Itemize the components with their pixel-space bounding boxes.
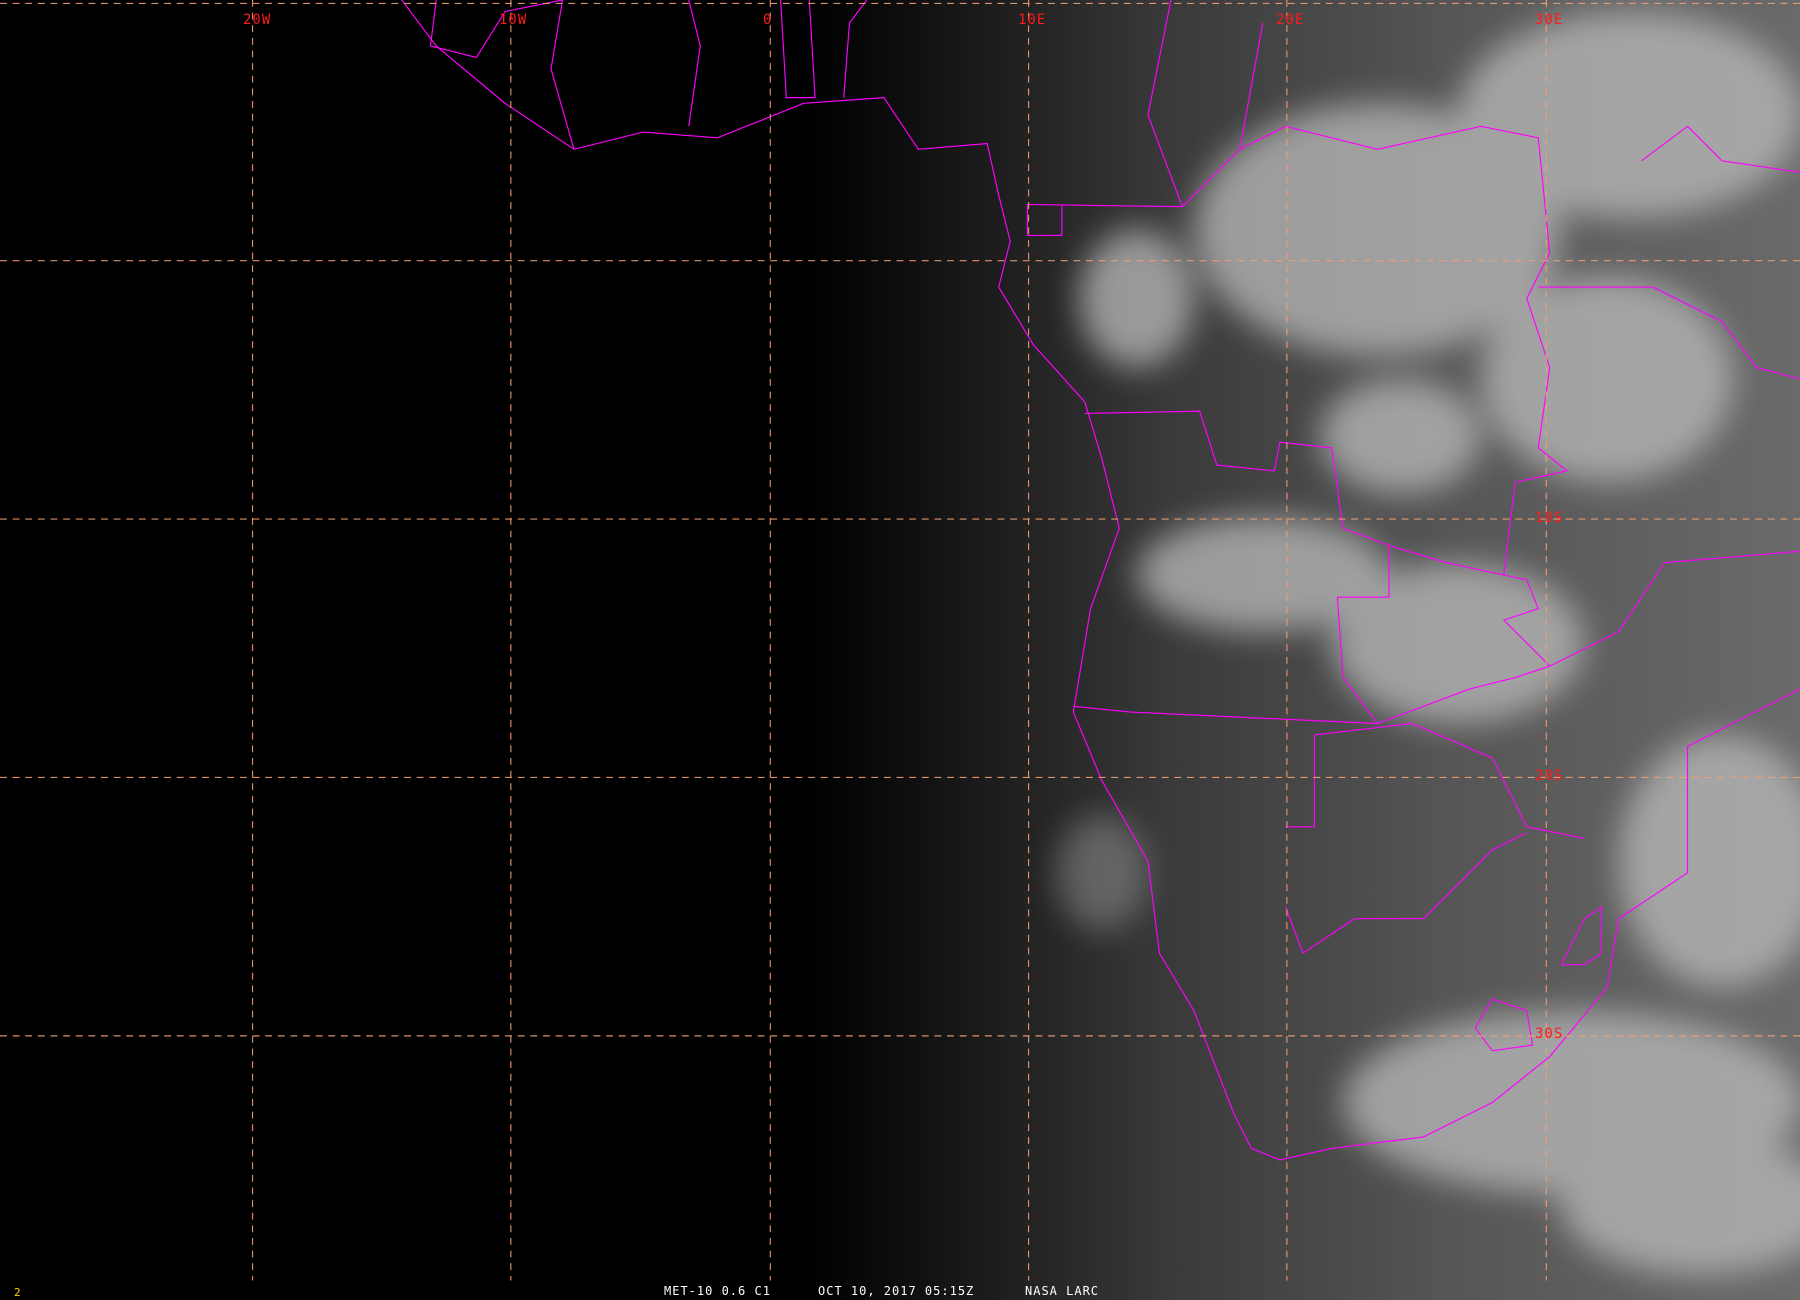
lon-label-30e: 30E xyxy=(1535,12,1564,28)
image-datetime: OCT 10, 2017 05:15Z xyxy=(818,1284,975,1298)
lon-label-0: 0 xyxy=(763,12,773,28)
lon-label-10w: 10W xyxy=(499,12,528,28)
lon-label-20w: 20W xyxy=(243,12,272,28)
image-credit: NASA LARC xyxy=(1025,1284,1100,1298)
lat-label-20s: 20S xyxy=(1535,768,1564,784)
lat-label-10s: 10S xyxy=(1535,510,1564,526)
lat-label-30s: 30S xyxy=(1535,1026,1564,1042)
coastline xyxy=(401,0,1800,1161)
frame-number: 2 xyxy=(14,1286,21,1299)
image-caption: MET-10 0.6 C1 OCT 10, 2017 05:15Z NASA L… xyxy=(0,1284,1800,1300)
satellite-channel: MET-10 0.6 C1 xyxy=(664,1284,771,1298)
country-borders xyxy=(401,0,1800,1161)
lon-label-10e: 10E xyxy=(1018,12,1047,28)
lon-label-20e: 20E xyxy=(1276,12,1305,28)
cloud-field xyxy=(1056,11,1800,1275)
